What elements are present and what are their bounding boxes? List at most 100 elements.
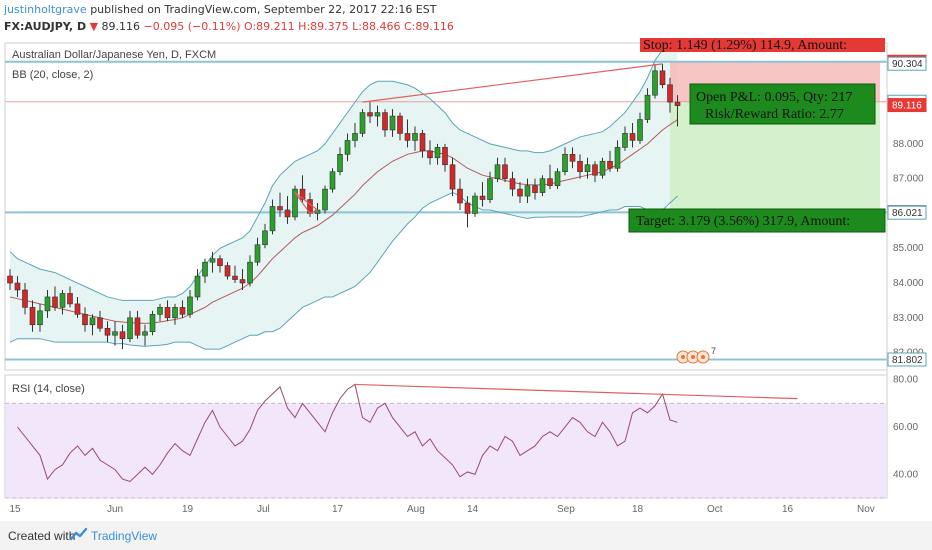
candle-body xyxy=(134,317,141,336)
price-label-text: 81.802 xyxy=(892,355,923,366)
risk-reward-text: Risk/Reward Ratio: 2.77 xyxy=(705,107,844,122)
symbol-line: FX:AUDJPY, D ▼ 89.116 −0.095 (−0.11%) O:… xyxy=(4,20,454,33)
main-chart-title: Australian Dollar/Japanese Yen, D, FXCM xyxy=(12,49,216,61)
time-axis-tick: 14 xyxy=(467,504,479,515)
candle-body xyxy=(637,119,643,141)
candle-body xyxy=(52,296,58,308)
candle-body xyxy=(254,244,261,263)
target-label-box xyxy=(628,208,886,233)
price-change: −0.095 (−0.11%) xyxy=(143,20,241,33)
candle-body xyxy=(629,133,636,141)
event-marker-dot xyxy=(701,355,705,359)
candle-body xyxy=(59,293,66,308)
candle-body xyxy=(592,164,598,176)
tradingview-logo-icon xyxy=(70,527,88,541)
candle-body xyxy=(659,70,666,86)
candle-body xyxy=(89,317,96,326)
candle-body xyxy=(337,154,343,173)
candle-body xyxy=(187,296,193,315)
candle-body xyxy=(262,230,268,246)
candle-body xyxy=(509,178,516,190)
candle-body xyxy=(539,178,546,193)
candle-body xyxy=(119,331,126,339)
price-label-box xyxy=(887,98,927,113)
candle-body xyxy=(569,154,576,162)
candle-body xyxy=(404,133,411,141)
candle-body xyxy=(419,133,426,152)
event-marker-count: 7 xyxy=(711,346,716,356)
candle-body xyxy=(97,317,103,329)
price-label-box xyxy=(887,352,927,367)
rsi-axis-tick: 60.00 xyxy=(893,422,918,433)
candle-body xyxy=(14,282,21,291)
candle-body xyxy=(112,331,118,336)
candle-body xyxy=(209,258,216,263)
bollinger-basis-line xyxy=(9,119,678,324)
candle-body xyxy=(127,317,133,339)
candle-body xyxy=(37,310,43,326)
ohlc-close: C:89.116 xyxy=(403,20,454,33)
candle-body xyxy=(217,258,223,266)
candle-body xyxy=(352,133,358,141)
candle-body xyxy=(202,261,208,277)
candle-body xyxy=(427,150,433,159)
time-axis-tick: Jul xyxy=(257,504,270,515)
candle-body xyxy=(472,195,478,214)
candle-body xyxy=(367,112,373,117)
author-link[interactable]: justinholtgrave xyxy=(4,3,87,16)
candle-body xyxy=(674,101,681,106)
rsi-axis-tick: 40.00 xyxy=(893,469,918,480)
candle-body xyxy=(359,112,366,134)
bollinger-band-fill xyxy=(10,43,678,350)
candle-body xyxy=(29,307,36,326)
candle-body xyxy=(329,171,336,190)
created-with-text: Created with xyxy=(8,529,76,543)
candle-body xyxy=(487,178,493,200)
candle-body xyxy=(449,164,456,190)
candle-body xyxy=(149,314,156,333)
trendline xyxy=(309,209,318,215)
published-text: published on TradingView.com, September … xyxy=(90,3,437,16)
candle-body xyxy=(607,160,613,169)
tradingview-brand-link[interactable]: TradingView xyxy=(91,529,158,543)
candle-body xyxy=(164,307,171,319)
candle-body xyxy=(142,331,148,336)
candle-body xyxy=(479,195,486,200)
candle-body xyxy=(667,84,673,103)
chart-canvas[interactable]: 82.00083.00084.00085.00086.00087.00088.0… xyxy=(0,38,932,521)
stop-label-box xyxy=(640,38,885,52)
candle-body xyxy=(44,296,51,312)
event-marker-dot xyxy=(691,355,695,359)
publish-line: justinholtgrave published on TradingView… xyxy=(4,3,436,16)
candle-body xyxy=(644,94,651,120)
candle-body xyxy=(74,303,81,315)
time-axis-tick: Aug xyxy=(407,504,425,515)
candle-body xyxy=(442,147,448,166)
candle-body xyxy=(652,70,658,96)
candle-body xyxy=(457,188,463,204)
price-axis-tick: 85.000 xyxy=(893,243,924,254)
price-axis-tick: 84.000 xyxy=(893,278,924,289)
rsi-band-fill xyxy=(6,403,886,498)
candle-body xyxy=(562,154,568,173)
candle-body xyxy=(67,293,73,305)
candle-body xyxy=(397,115,403,134)
bollinger-label: BB (20, close, 2) xyxy=(12,69,93,81)
candle-body xyxy=(104,327,111,336)
candle-body xyxy=(374,112,381,117)
candle-body xyxy=(554,171,561,186)
target-label-text: Target: 3.179 (3.56%) 317.9, Amount: xyxy=(636,214,850,229)
candle-body xyxy=(232,275,238,280)
price-label-text: 89.116 xyxy=(892,101,922,112)
candle-body xyxy=(284,209,291,218)
bollinger-lower-line xyxy=(9,192,678,350)
candle-body xyxy=(22,289,28,308)
candle-body xyxy=(82,314,88,326)
candle-body xyxy=(292,188,298,218)
candle-body xyxy=(299,188,306,200)
trendline xyxy=(294,192,318,211)
price-axis-tick: 83.000 xyxy=(893,313,924,324)
symbol-name: FX:AUDJPY, D xyxy=(4,20,87,33)
candle-body xyxy=(584,164,591,173)
open-pl-text: Open P&L: 0.095, Qty: 217 xyxy=(696,90,852,105)
